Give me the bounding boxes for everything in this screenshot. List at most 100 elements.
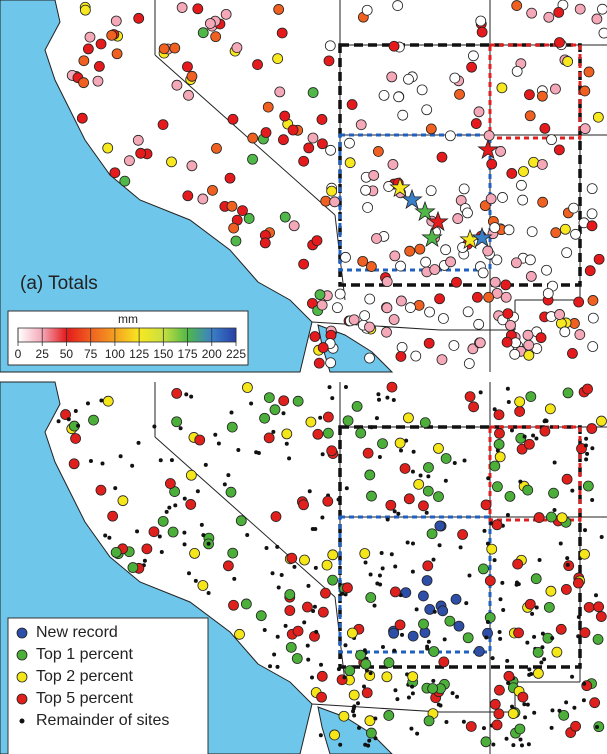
site <box>287 124 299 136</box>
site <box>240 598 252 610</box>
star-site <box>471 226 493 248</box>
site <box>312 428 324 440</box>
site-remainder <box>340 591 345 596</box>
site-remainder <box>152 424 157 429</box>
site-remainder <box>356 701 361 706</box>
site <box>340 251 351 263</box>
site-remainder <box>186 571 191 576</box>
site-remainder <box>305 643 310 648</box>
site <box>570 228 581 240</box>
site-remainder <box>550 636 555 641</box>
site <box>403 412 414 424</box>
site-remainder <box>357 725 362 730</box>
site-remainder <box>455 694 460 699</box>
site <box>234 628 245 640</box>
site <box>420 256 432 268</box>
site-remainder <box>583 443 588 448</box>
site <box>225 486 237 498</box>
colorbar-tick-label: 225 <box>226 347 246 361</box>
site-remainder <box>564 700 569 705</box>
site <box>263 392 275 403</box>
site <box>593 601 605 613</box>
site <box>338 710 350 722</box>
site <box>486 158 498 170</box>
site-remainder <box>142 558 147 563</box>
site-remainder <box>157 534 162 539</box>
site <box>263 432 275 444</box>
site-remainder <box>88 459 93 464</box>
site-remainder <box>498 636 503 641</box>
site-remainder <box>539 660 544 665</box>
site-remainder <box>272 652 277 657</box>
site <box>486 543 498 555</box>
site <box>502 308 514 320</box>
site-remainder <box>287 456 292 461</box>
site <box>164 478 176 489</box>
site-remainder <box>534 436 539 441</box>
site <box>422 485 434 497</box>
site-remainder <box>236 447 241 452</box>
site <box>227 547 239 559</box>
site-remainder <box>368 671 373 676</box>
site <box>419 417 431 429</box>
site <box>553 6 565 18</box>
site <box>364 352 375 364</box>
site <box>167 526 179 538</box>
site <box>365 592 377 603</box>
site <box>281 428 293 440</box>
site <box>434 520 446 532</box>
site <box>484 575 496 587</box>
site-remainder <box>523 715 528 720</box>
site-remainder <box>461 719 466 724</box>
site <box>84 31 96 43</box>
site <box>182 190 194 202</box>
site <box>372 146 384 157</box>
site <box>426 528 438 540</box>
site-remainder <box>363 560 368 565</box>
site-remainder <box>570 674 575 679</box>
site <box>228 599 239 611</box>
site <box>192 3 204 15</box>
site <box>197 193 209 205</box>
site <box>70 433 81 444</box>
site <box>270 511 282 522</box>
site <box>228 222 240 234</box>
site-remainder <box>506 399 511 404</box>
site <box>591 13 603 25</box>
site-remainder <box>201 533 206 538</box>
site <box>467 343 479 355</box>
site-remainder <box>411 449 416 454</box>
site <box>186 70 198 82</box>
site <box>573 296 585 308</box>
site <box>194 434 206 446</box>
site <box>492 481 503 493</box>
site <box>524 254 536 266</box>
site-remainder <box>310 675 315 680</box>
site-remainder <box>306 583 311 588</box>
site <box>453 620 465 632</box>
site-remainder <box>557 708 562 713</box>
site <box>389 250 401 262</box>
site <box>543 601 555 613</box>
site-remainder <box>418 473 423 478</box>
site-remainder <box>362 684 367 689</box>
site <box>303 142 315 154</box>
site-remainder <box>509 428 514 433</box>
site <box>424 604 436 615</box>
site-remainder <box>444 720 449 725</box>
site <box>279 110 291 122</box>
site <box>555 623 567 635</box>
site-remainder <box>254 450 259 455</box>
site <box>279 211 291 223</box>
site-remainder <box>489 521 494 526</box>
site-remainder <box>377 573 382 578</box>
site-remainder <box>100 461 105 466</box>
legend-marker <box>16 649 28 661</box>
star-site <box>401 188 423 210</box>
site <box>510 257 522 269</box>
site-remainder <box>498 597 503 602</box>
site-remainder <box>222 482 227 487</box>
site <box>506 168 518 179</box>
site-remainder <box>527 667 532 672</box>
site <box>475 15 487 27</box>
